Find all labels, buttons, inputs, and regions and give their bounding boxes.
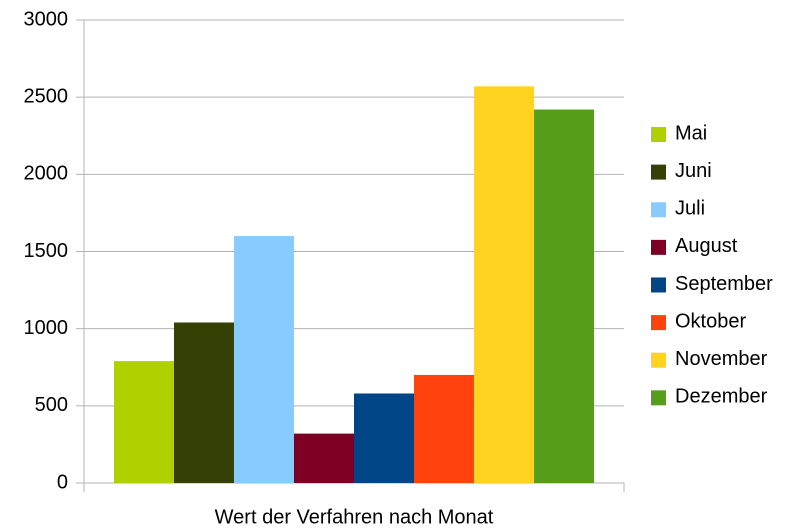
- legend-swatch: [651, 202, 666, 218]
- legend-swatch: [651, 352, 666, 368]
- bar: [113, 361, 174, 483]
- bar: [173, 322, 234, 483]
- legend-label: Juni: [675, 160, 712, 182]
- legend-label: Juli: [675, 198, 705, 220]
- legend-swatch: [651, 164, 666, 180]
- legend-swatch: [651, 127, 666, 142]
- y-tick-label: 1500: [24, 240, 69, 262]
- bar: [534, 109, 595, 483]
- bar: [354, 393, 415, 483]
- legend-label: Mai: [675, 122, 707, 144]
- legend-swatch: [651, 277, 666, 293]
- bar: [474, 86, 535, 483]
- y-tick-label: 1000: [24, 317, 69, 339]
- legend-label: Dezember: [675, 386, 768, 408]
- y-tick-label: 3000: [24, 8, 69, 30]
- bar: [293, 433, 354, 483]
- x-tick-label: Wert der Verfahren nach Monat: [215, 506, 494, 528]
- legend-label: August: [675, 235, 738, 257]
- legend-swatch: [651, 390, 666, 406]
- bar: [414, 374, 475, 483]
- legend-label: September: [675, 273, 773, 295]
- legend-swatch: [651, 315, 666, 331]
- legend-label: November: [675, 348, 768, 370]
- y-tick-label: 2000: [24, 163, 69, 185]
- legend-label: Oktober: [675, 310, 746, 332]
- y-tick-label: 2500: [24, 85, 69, 107]
- y-tick-label: 0: [57, 471, 68, 493]
- bar: [233, 236, 294, 483]
- y-tick-label: 500: [35, 394, 68, 416]
- legend-swatch: [651, 239, 666, 255]
